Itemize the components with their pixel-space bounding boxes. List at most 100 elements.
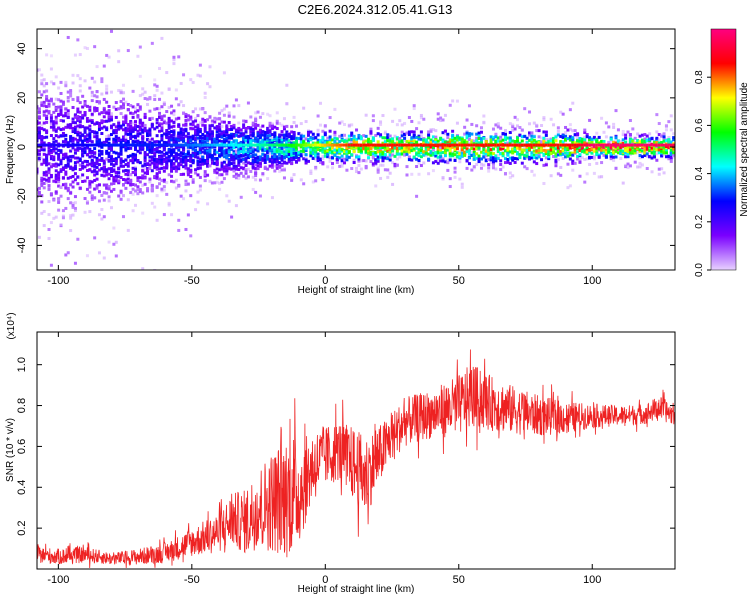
heatmap-cell [184,118,188,122]
heatmap-cell [580,156,584,160]
heatmap-cell [232,164,236,168]
heatmap-cell [338,134,342,138]
heatmap-cell [564,125,568,129]
heatmap-cell [350,167,354,171]
heatmap-cell [121,183,125,187]
heatmap-cell [117,124,121,128]
heatmap-cell [160,126,164,130]
heatmap-cell [97,190,101,194]
heatmap-cell [76,110,80,114]
heatmap-cell [45,178,49,182]
heatmap-cell [326,155,330,159]
heatmap-cell [213,116,217,120]
heatmap-cell [261,146,265,150]
heatmap-cell [59,223,63,227]
heatmap-cell [186,150,190,154]
heatmap-cell [331,138,335,142]
heatmap-cell [189,164,193,168]
heatmap-cell [71,139,75,143]
heatmap-cell [182,143,186,147]
heatmap-cell [254,166,258,170]
heatmap-cell [503,143,507,147]
heatmap-cell [280,164,284,168]
heatmap-cell [97,163,101,167]
heatmap-cell [146,145,150,149]
heatmap-cell [343,123,347,127]
heatmap-cell [549,151,553,155]
heatmap-cell [59,150,63,154]
heatmap-cell [436,149,440,153]
heatmap-cell [326,149,330,153]
heatmap-cell [105,157,109,161]
heatmap-cell [383,130,387,134]
heatmap-cell [427,133,431,137]
heatmap-cell [297,158,301,162]
heatmap-cell [88,132,92,136]
heatmap-cell [105,111,109,115]
heatmap-cell [318,161,322,165]
heatmap-cell [369,139,373,143]
heatmap-cell [167,135,171,139]
heatmap-cell [612,122,616,126]
heatmap-cell [134,173,138,177]
heatmap-cell [155,218,159,222]
heatmap-cell [119,112,123,116]
heatmap-cell [451,143,455,147]
heatmap-cell [189,159,193,163]
heatmap-cell [359,167,363,171]
heatmap-cell [40,182,44,186]
heatmap-cell [83,179,87,183]
heatmap-cell [37,105,39,109]
heatmap-cell [194,125,198,129]
heatmap-cell [52,198,56,202]
heatmap-cell [496,156,500,160]
heatmap-cell [374,158,378,162]
heatmap-cell [374,146,378,150]
heatmap-cell [227,148,231,152]
heatmap-cell [49,121,53,125]
heatmap-cell [54,177,58,181]
heatmap-cell [186,154,190,158]
heatmap-cell [352,134,356,138]
heatmap-cell [227,140,231,144]
heatmap-cell [285,146,289,150]
heatmap-cell [155,172,159,176]
heatmap-cell [520,148,524,152]
heatmap-cell [191,137,195,141]
heatmap-cell [290,143,294,147]
heatmap-cell [350,123,354,127]
heatmap-cell [184,134,188,138]
heatmap-cell [429,140,433,144]
heatmap-cell [148,143,152,147]
heatmap-cell [45,173,49,177]
heatmap-cell [71,97,75,101]
heatmap-cell [179,157,183,161]
heatmap-cell [379,152,383,156]
heatmap-cell [410,158,414,162]
heatmap-cell [275,143,279,147]
heatmap-cell [386,143,390,147]
heatmap-cell [42,121,46,125]
heatmap-cell [71,205,75,209]
heatmap-cell [95,184,99,188]
heatmap-cell [59,80,63,84]
heatmap-cell [422,153,426,157]
heatmap-cell [475,136,479,140]
heatmap-cell [138,125,142,129]
heatmap-cell [511,139,515,143]
heatmap-cell [302,140,306,144]
heatmap-cell [487,163,491,167]
heatmap-cell [114,115,118,119]
heatmap-cell [64,137,68,141]
heatmap-cell [306,141,310,145]
heatmap-cell [503,128,507,132]
heatmap-cell [355,128,359,132]
heatmap-cell [177,153,181,157]
heatmap-cell [121,120,125,124]
heatmap-cell [158,107,162,111]
heatmap-cell [107,137,111,141]
heatmap-cell [218,111,222,115]
heatmap-cell [203,140,207,144]
heatmap-cell [585,135,589,139]
heatmap-cell [597,143,601,147]
